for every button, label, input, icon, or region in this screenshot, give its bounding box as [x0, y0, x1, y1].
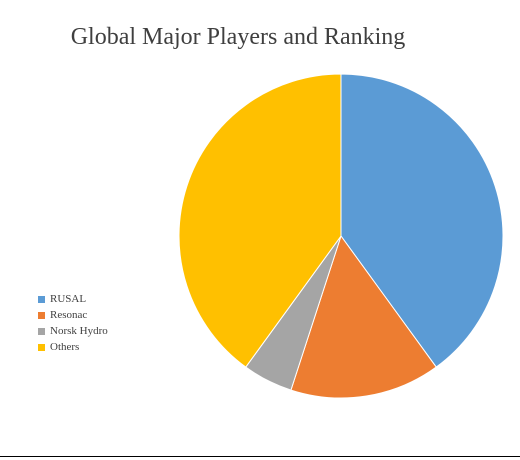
legend-item-others: Others [38, 339, 108, 355]
pie-slice-resonac [290, 234, 437, 399]
legend-label: RUSAL [50, 293, 87, 305]
bottom-divider [0, 456, 520, 457]
legend-swatch [38, 295, 45, 303]
legend-label: Norsk Hydro [50, 325, 108, 337]
chart-title: Global Major Players and Ranking [70, 24, 406, 50]
legend-swatch [38, 311, 45, 319]
chart-legend: RUSAL Resonac Norsk Hydro Others [38, 291, 108, 355]
legend-item-norsk-hydro: Norsk Hydro [38, 323, 108, 339]
pie-slice-rusal [340, 73, 504, 368]
legend-item-rusal: RUSAL [38, 291, 108, 307]
legend-swatch [38, 327, 45, 335]
legend-item-resonac: Resonac [38, 307, 108, 323]
legend-label: Others [50, 341, 80, 353]
legend-swatch [38, 343, 45, 351]
legend-label: Resonac [50, 309, 88, 321]
pie-slice-others [178, 73, 342, 368]
